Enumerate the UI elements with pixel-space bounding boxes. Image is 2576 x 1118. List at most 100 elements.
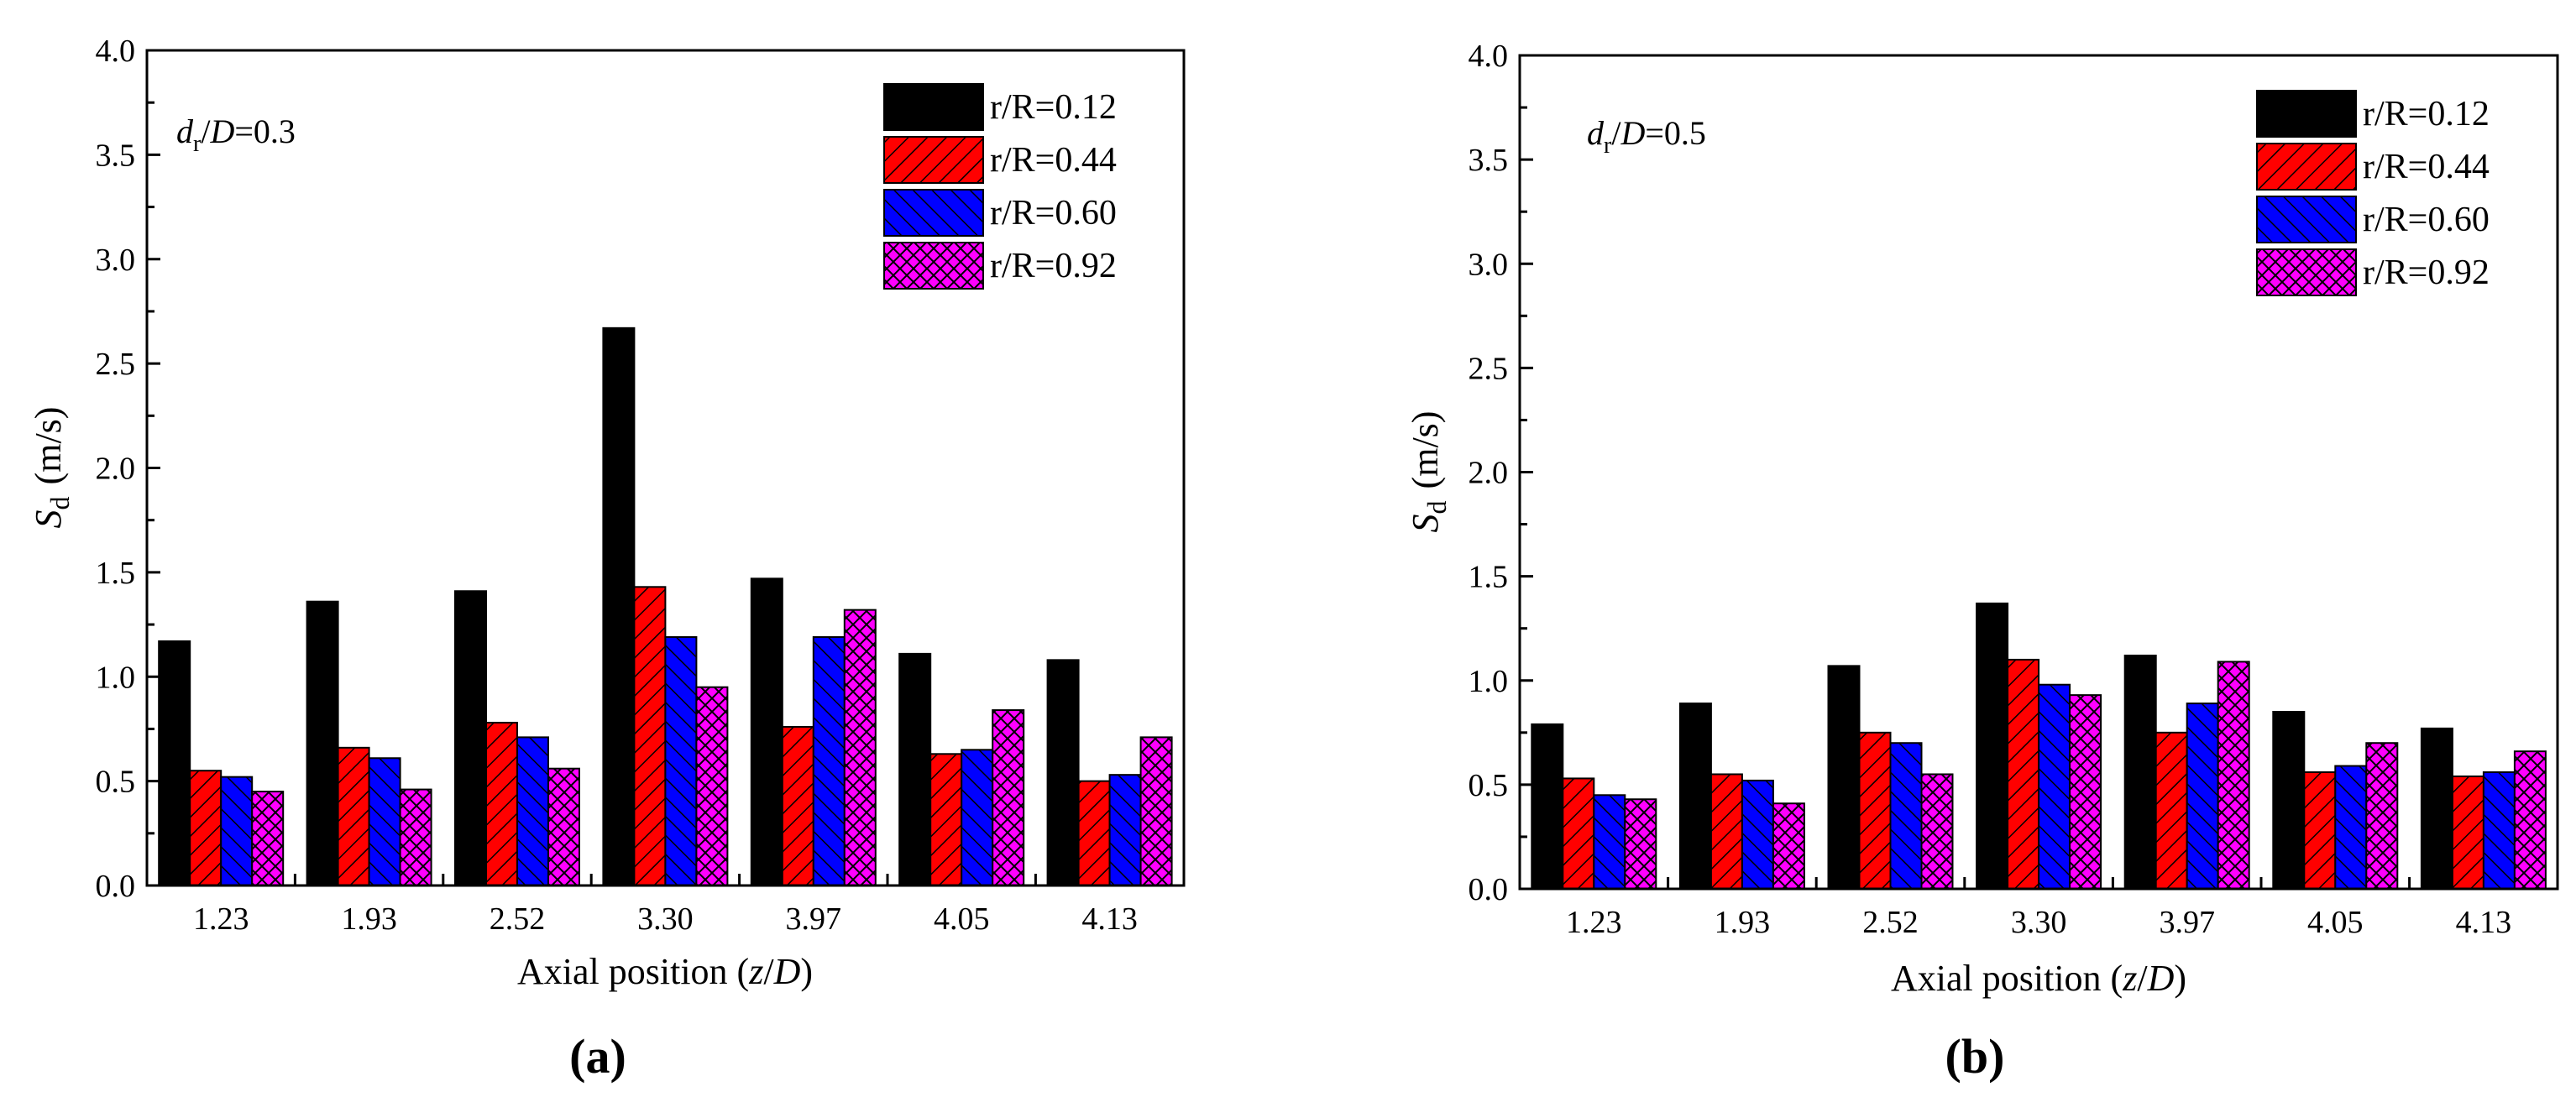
legend-label: r/R=0.12 [990, 88, 1117, 127]
y-tick-label: 0.0 [1469, 872, 1509, 907]
x-tick-label: 4.13 [2456, 905, 2512, 940]
bar-2.52-r/R=0.92 [547, 767, 580, 887]
bar-3.97-r/R=0.92 [843, 609, 877, 887]
x-tick-label: 1.23 [1566, 905, 1622, 940]
bar-1.93-r/R=0.44 [337, 746, 370, 887]
legend-swatch [883, 136, 984, 184]
bar-2.52-r/R=0.44 [485, 721, 518, 886]
bar-4.05-r/R=0.12 [2272, 710, 2306, 890]
x-tick-label: 3.97 [786, 901, 842, 937]
legend-label: r/R=0.12 [2363, 95, 2490, 133]
legend-label: r/R=0.92 [990, 247, 1117, 285]
y-tick-label: 3.5 [96, 138, 136, 173]
panel-label: (b) [1945, 1029, 2005, 1084]
y-axis-label: Sd(m/s) [28, 407, 75, 529]
bar-4.05-r/R=0.60 [2334, 765, 2368, 890]
bars-group [1531, 602, 2547, 891]
x-tick-label: 4.05 [2307, 905, 2364, 940]
bar-3.97-r/R=0.44 [2155, 731, 2188, 890]
bar-3.97-r/R=0.60 [2186, 703, 2219, 890]
legend-label: r/R=0.92 [2363, 253, 2490, 292]
bar-3.30-r/R=0.12 [1976, 602, 2009, 891]
bar-2.52-r/R=0.60 [1889, 742, 1923, 890]
bar-3.97-r/R=0.60 [812, 635, 846, 886]
bar-2.52-r/R=0.12 [454, 590, 487, 886]
bar-3.97-r/R=0.44 [781, 725, 814, 887]
bar-1.93-r/R=0.92 [1772, 802, 1805, 891]
legend-label: r/R=0.44 [990, 141, 1117, 180]
bar-4.13-r/R=0.44 [1077, 780, 1111, 886]
bars-group [158, 327, 1173, 887]
bar-3.30-r/R=0.92 [695, 686, 729, 886]
y-tick-label: 1.5 [96, 556, 136, 591]
bar-1.23-r/R=0.60 [1593, 794, 1626, 890]
legend: r/R=0.12 r/R=0.44 r/R=0.60 r/R=0.92 [883, 83, 1117, 290]
chart-panel-a: 0.0 0.5 1.0 1.5 2.0 2.5 3.0 3.5 4.0 1.23 1.93 2.52 3… [0, 0, 1288, 1114]
x-tick-label: 3.97 [2159, 905, 2215, 940]
y-tick-label: 1.0 [96, 660, 136, 695]
y-tick-label: 2.0 [1469, 456, 1509, 491]
x-tick-label: 1.93 [1715, 905, 1770, 940]
bar-4.13-r/R=0.92 [1139, 736, 1173, 887]
legend-swatch [2256, 248, 2357, 296]
axis-ticks: 0.0 0.5 1.0 1.5 2.0 2.5 3.0 3.5 4.0 1.23 1.93 2.52 3… [96, 34, 1138, 937]
legend-label: r/R=0.44 [2363, 148, 2490, 186]
bar-3.30-r/R=0.92 [2069, 694, 2102, 890]
annotation: dr/D=0.5 [1587, 114, 1706, 159]
bar-4.13-r/R=0.92 [2513, 750, 2547, 891]
bar-1.23-r/R=0.92 [251, 791, 285, 886]
annotation: dr/D=0.3 [176, 112, 296, 157]
y-tick-label: 4.0 [1469, 39, 1509, 74]
y-tick-label: 0.5 [96, 765, 136, 800]
y-tick-label: 1.0 [1469, 664, 1509, 699]
bar-1.23-r/R=0.44 [189, 770, 223, 886]
bar-2.52-r/R=0.44 [1858, 731, 1892, 890]
bar-4.13-r/R=0.60 [1108, 774, 1142, 886]
bar-1.23-r/R=0.12 [158, 640, 191, 887]
bar-2.52-r/R=0.12 [1827, 665, 1861, 890]
bar-4.05-r/R=0.44 [929, 753, 963, 886]
bar-4.13-r/R=0.44 [2451, 775, 2484, 890]
bar-1.93-r/R=0.60 [1741, 779, 1774, 890]
legend-swatch [2256, 196, 2357, 243]
x-tick-label: 4.13 [1081, 901, 1138, 937]
bar-4.13-r/R=0.12 [2420, 727, 2453, 890]
x-tick-label: 1.93 [341, 901, 397, 937]
bar-4.05-r/R=0.92 [992, 709, 1025, 886]
bar-3.30-r/R=0.44 [633, 586, 667, 886]
x-tick-label: 2.52 [1862, 905, 1919, 940]
bar-1.93-r/R=0.60 [368, 757, 401, 887]
x-tick-label: 1.23 [193, 901, 249, 937]
y-tick-label: 0.0 [96, 869, 136, 904]
bar-4.13-r/R=0.12 [1046, 659, 1080, 886]
bar-1.93-r/R=0.12 [1678, 703, 1712, 890]
bar-3.30-r/R=0.12 [602, 327, 636, 886]
bar-4.05-r/R=0.12 [898, 652, 932, 886]
bar-3.97-r/R=0.12 [750, 577, 783, 887]
panel-label: (a) [569, 1029, 626, 1084]
bar-4.05-r/R=0.60 [961, 749, 994, 886]
legend-label: r/R=0.60 [990, 194, 1117, 232]
chart-b-svg: 0.0 0.5 1.0 1.5 2.0 2.5 3.0 3.5 4.0 1.23 1.93 2.52 3… [1405, 39, 2559, 1084]
bar-2.52-r/R=0.60 [516, 736, 549, 887]
bar-3.97-r/R=0.92 [2217, 661, 2250, 890]
bar-1.93-r/R=0.12 [306, 600, 339, 886]
chart-a-svg: 0.0 0.5 1.0 1.5 2.0 2.5 3.0 3.5 4.0 1.23 1.93 2.52 3… [28, 34, 1186, 1084]
y-tick-label: 2.5 [1469, 351, 1509, 386]
legend-swatch [2256, 143, 2357, 191]
y-tick-label: 2.5 [96, 347, 136, 382]
bar-3.30-r/R=0.60 [664, 635, 698, 886]
chart-panel-b: 0.0 0.5 1.0 1.5 2.0 2.5 3.0 3.5 4.0 1.23 1.93 2.52 3… [1288, 0, 2576, 1114]
bar-1.23-r/R=0.44 [1562, 777, 1595, 890]
x-tick-label: 3.30 [2011, 905, 2067, 940]
bar-1.23-r/R=0.60 [220, 776, 254, 887]
y-tick-label: 3.0 [1469, 247, 1509, 282]
bar-3.30-r/R=0.44 [2007, 658, 2040, 890]
x-tick-label: 2.52 [490, 901, 546, 937]
bar-1.23-r/R=0.12 [1531, 723, 1564, 890]
y-tick-label: 3.5 [1469, 143, 1509, 178]
legend-swatch [2256, 90, 2357, 138]
y-tick-label: 1.5 [1469, 560, 1509, 595]
legend-swatch [883, 83, 984, 131]
legend-swatch [883, 189, 984, 237]
